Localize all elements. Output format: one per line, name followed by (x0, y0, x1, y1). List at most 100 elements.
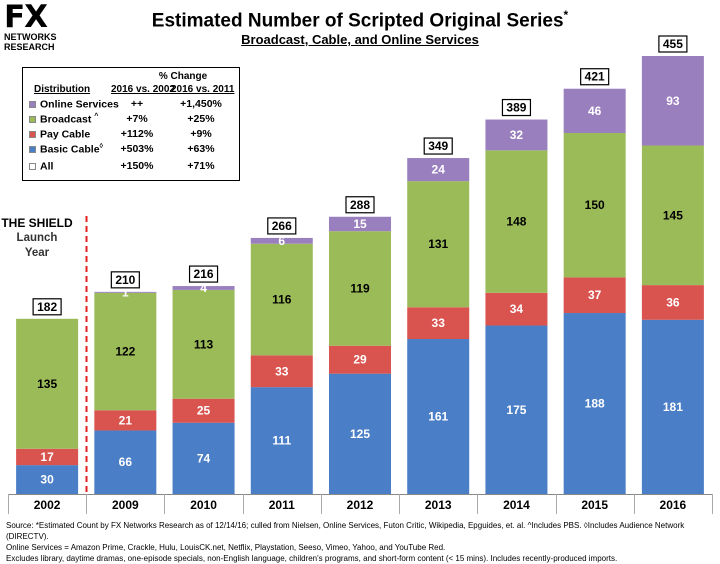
legend-row-all: All +150% +71% (23, 160, 241, 175)
total-label-box (658, 35, 688, 53)
segment-label: 161 (428, 410, 448, 424)
bar-segment (641, 285, 704, 320)
annotation-line-1: THE SHIELD (1, 216, 73, 230)
segment-label: 33 (275, 364, 289, 378)
segment-label: 29 (353, 353, 367, 367)
bar-segment (485, 292, 548, 326)
bar-segment (16, 448, 79, 466)
logo-brand: FX (4, 0, 48, 35)
legend-header-col2: 2016 vs. 2011 (171, 84, 235, 95)
bar-segment (329, 373, 391, 494)
segment-label: 122 (115, 345, 135, 359)
total-label: 455 (663, 37, 683, 51)
segment-label: 74 (197, 451, 211, 465)
bar-segment (485, 325, 548, 494)
bar-segment (250, 237, 313, 244)
legend-name-text: All (40, 160, 54, 173)
launch-annotation: THE SHIELD Launch Year (0, 216, 74, 261)
bar-segment (563, 313, 626, 494)
segment-label: 4 (200, 281, 207, 295)
segment-label: 1 (122, 285, 129, 299)
bar-segment (329, 345, 391, 374)
segment-label: 37 (588, 288, 602, 302)
bar-segment (329, 216, 391, 232)
bar-segment (563, 133, 626, 278)
x-tick-label: 2015 (581, 498, 608, 512)
segment-label: 131 (428, 237, 448, 251)
legend-table: % Change Distribution 2016 vs. 2002 2016… (22, 67, 240, 181)
bar-segment (172, 398, 235, 423)
legend-row-basic-cable: Basic Cable◊ +503% +63% (23, 143, 241, 158)
x-tick-label: 2010 (190, 498, 217, 512)
segment-label: 33 (432, 316, 446, 330)
bar-segment (641, 145, 704, 286)
segment-label: 6 (278, 234, 285, 248)
total-label-box (580, 68, 610, 86)
legend-name-text: Basic Cable (40, 143, 100, 156)
segment-label: 66 (119, 455, 133, 469)
total-label-box (110, 271, 140, 289)
legend-row-broadcast: Broadcast ^ +7% +25% (23, 113, 241, 128)
bar-segment (563, 88, 626, 134)
legend-col2-value: +9% (190, 128, 212, 140)
legend-col2-value: +71% (187, 160, 215, 172)
segment-label: 93 (666, 94, 680, 108)
segment-label: 188 (585, 397, 605, 411)
segment-label: 24 (432, 163, 446, 177)
total-label: 182 (37, 300, 57, 314)
bar-segment (172, 286, 235, 290)
legend-swatch (29, 131, 36, 138)
bar-segment (172, 422, 235, 494)
bar-segment (94, 410, 157, 431)
total-label-box (267, 217, 297, 235)
legend-name: Online Services (40, 98, 119, 111)
legend-name: Basic Cable◊ (40, 143, 103, 156)
annotation-line-2: Launch (16, 232, 58, 244)
legend-swatch (29, 116, 36, 123)
x-tick-label: 2002 (34, 498, 61, 512)
legend-col2-value: +1,450% (180, 98, 222, 110)
legend-name: All (40, 160, 53, 173)
segment-label: 17 (40, 450, 54, 464)
bar-segment (641, 319, 704, 494)
bar-segment (485, 119, 548, 151)
chart-title-text: Estimated Number of Scripted Original Se… (151, 10, 564, 32)
legend-name: Pay Cable (40, 128, 90, 141)
total-label-box (501, 98, 532, 117)
bar-segment (16, 318, 79, 449)
legend-col2-value: +63% (187, 143, 215, 155)
total-label-box (32, 298, 62, 316)
legend-col1-value: +7% (126, 113, 148, 125)
footnote-line-3: Excludes library, daytime dramas, one-ep… (6, 554, 618, 563)
segment-label: 21 (119, 413, 133, 427)
total-label-box (188, 265, 219, 283)
legend-name-text: Pay Cable (40, 128, 91, 141)
total-label: 216 (194, 267, 214, 281)
segment-label: 113 (194, 337, 214, 351)
segment-label: 46 (588, 104, 602, 118)
legend-col1-value: +503% (120, 143, 154, 155)
legend-header-col1: 2016 vs. 2002 (111, 84, 175, 95)
legend-name-mark: ^ (94, 113, 99, 120)
bar-segment (641, 56, 704, 146)
x-tick-label: 2009 (112, 498, 139, 512)
x-tick-label: 2013 (425, 498, 452, 512)
total-label: 288 (350, 198, 370, 212)
segment-label: 30 (40, 473, 54, 487)
footnote-line-1: Source: *Estimated Count by FX Networks … (6, 521, 685, 541)
legend-name-text: Broadcast (40, 113, 92, 126)
bar-segment (407, 181, 470, 308)
source-footnote: Source: *Estimated Count by FX Networks … (6, 520, 718, 564)
bar-segment (94, 292, 157, 411)
fx-logo: FX NETWORKS RESEARCH (4, 0, 84, 53)
footnote-line-2: Online Services = Amazon Prime, Crackle,… (6, 543, 446, 552)
legend-row-online-services: Online Services ++ +1,450% (23, 98, 241, 113)
stacked-bar-chart: 3017135182200266211221210200974251134216… (8, 35, 713, 514)
total-label-box (345, 196, 375, 214)
bar-segment (94, 291, 157, 293)
segment-label: 34 (510, 302, 524, 316)
legend-col1-value: +112% (120, 128, 154, 140)
bar-segment (563, 277, 626, 314)
total-label: 349 (428, 139, 448, 153)
segment-label: 111 (272, 434, 291, 448)
